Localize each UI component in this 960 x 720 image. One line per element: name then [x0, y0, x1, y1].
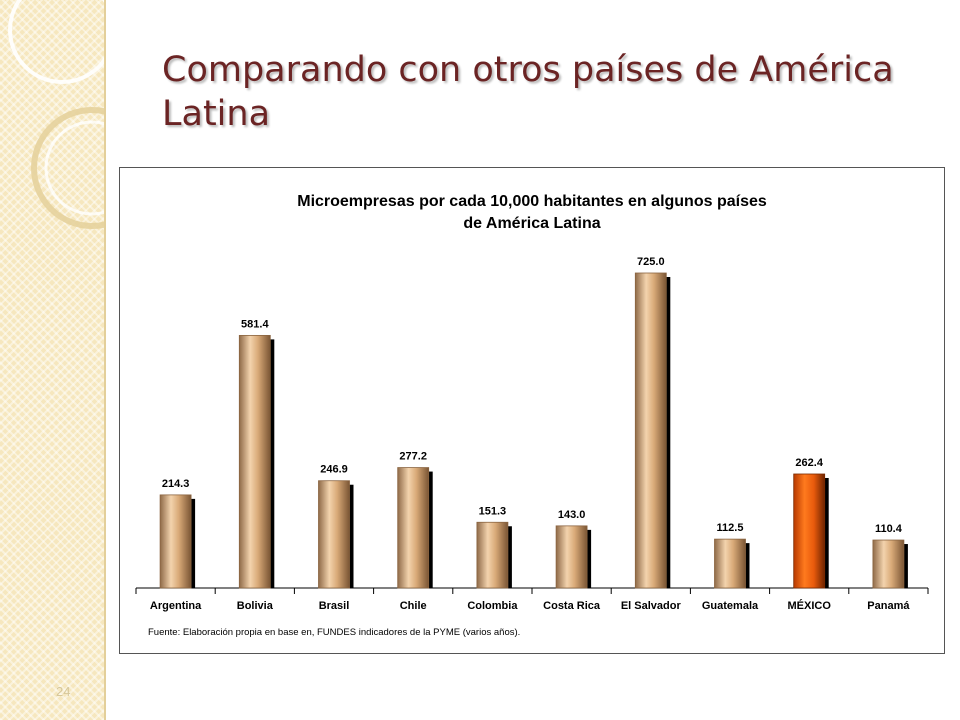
slide-title: Comparando con otros países de América L… — [162, 50, 894, 134]
bar-méxico — [793, 473, 826, 589]
category-label: Costa Rica — [543, 600, 601, 612]
category-label: Chile — [400, 600, 427, 612]
source-note: Fuente: Elaboración propia en base en, F… — [148, 627, 520, 638]
decorative-side-band — [0, 0, 106, 720]
category-label: El Salvador — [621, 600, 682, 612]
data-label: 151.3 — [479, 505, 507, 517]
bar-chile — [397, 467, 430, 589]
category-label: MÉXICO — [787, 599, 831, 612]
bar-costa-rica — [555, 525, 588, 589]
category-label: Argentina — [150, 600, 202, 612]
category-label: Guatemala — [702, 600, 759, 612]
data-label: 581.4 — [241, 318, 269, 330]
data-label: 214.3 — [162, 478, 190, 490]
data-label: 725.0 — [637, 256, 665, 268]
data-label: 277.2 — [399, 451, 427, 463]
data-label: 246.9 — [320, 464, 348, 476]
data-label: 143.0 — [558, 509, 586, 521]
decorative-circles — [8, 0, 104, 229]
category-label: Brasil — [319, 600, 350, 612]
bar-colombia — [476, 521, 509, 589]
page-number: 24 — [56, 684, 71, 699]
data-label: 262.4 — [795, 457, 823, 469]
category-label: Panamá — [867, 600, 910, 612]
data-label: 110.4 — [875, 523, 903, 535]
bar-el-salvador — [634, 272, 667, 589]
bar-argentina — [159, 494, 192, 589]
bar-guatemala — [714, 538, 746, 589]
data-label: 112.5 — [717, 522, 744, 534]
bar-panamá — [872, 539, 905, 589]
chart-title-line: Microempresas por cada 10,000 habitantes… — [297, 193, 767, 210]
category-label: Colombia — [467, 600, 518, 612]
bar-bolivia — [238, 334, 271, 589]
category-label: Bolivia — [237, 600, 274, 612]
chart-title-line: de América Latina — [463, 215, 600, 232]
bar-brasil — [318, 480, 350, 589]
chart-container: Microempresas por cada 10,000 habitantes… — [119, 167, 945, 654]
bar-chart: Microempresas por cada 10,000 habitantes… — [135, 193, 929, 638]
